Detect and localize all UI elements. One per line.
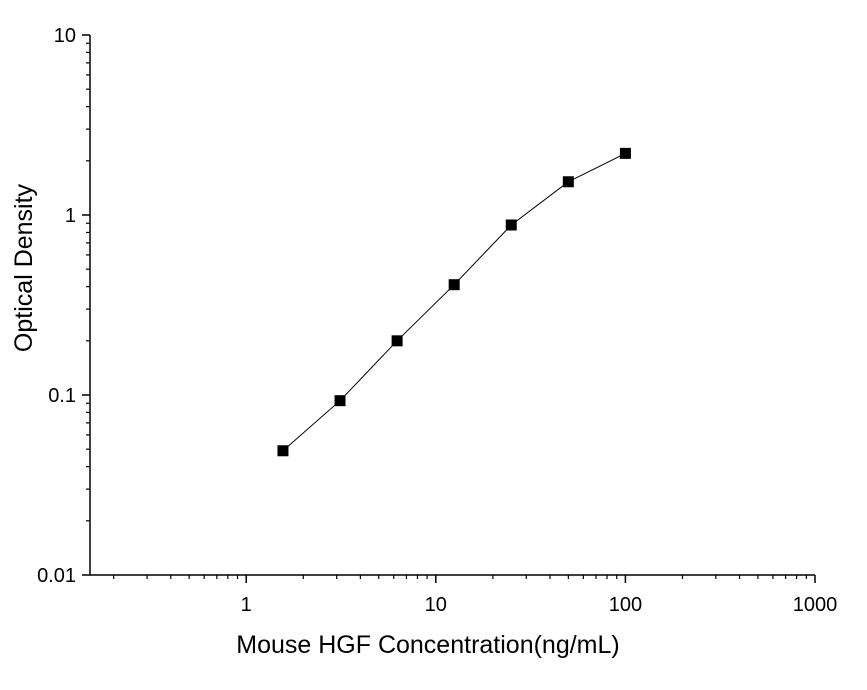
- y-tick-label: 0.1: [48, 385, 76, 407]
- y-tick-label: 1: [65, 205, 76, 227]
- data-point-marker: [277, 445, 289, 457]
- x-tick-label: 1: [241, 594, 252, 616]
- data-point-marker: [562, 176, 574, 188]
- data-point-marker: [334, 395, 346, 407]
- x-tick-label: 100: [609, 594, 642, 616]
- series: [277, 147, 631, 457]
- x-axis-title: Mouse HGF Concentration(ng/mL): [236, 631, 619, 659]
- y-tick-label: 0.01: [37, 565, 76, 587]
- series-line: [282, 152, 626, 452]
- data-point-marker: [619, 147, 631, 159]
- data-point-marker: [391, 335, 403, 347]
- x-tick-label: 10: [425, 594, 447, 616]
- y-tick-label: 10: [54, 25, 76, 47]
- y-axis-title: Optical Density: [10, 183, 38, 352]
- x-tick-label: 1000: [793, 594, 838, 616]
- data-point-marker: [448, 279, 460, 291]
- data-point-marker: [505, 219, 517, 231]
- axes: 1 10 100 1000 0.01 0.1 1 10: [37, 25, 837, 616]
